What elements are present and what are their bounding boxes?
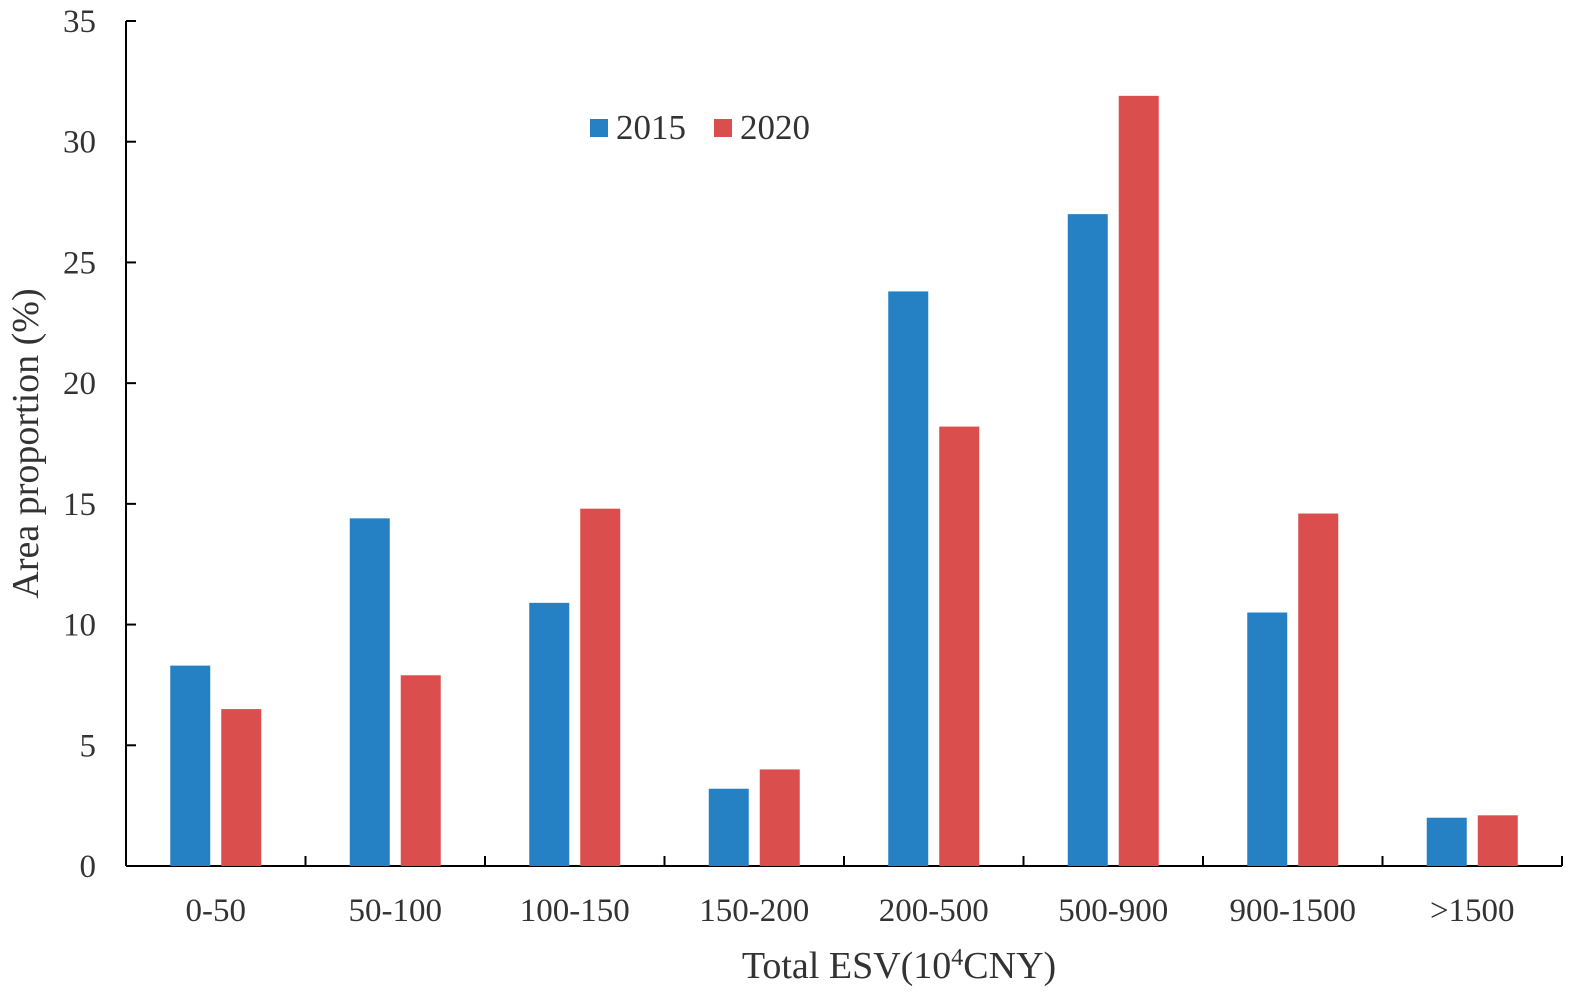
legend-swatch-2020 bbox=[714, 119, 732, 137]
bar-2015-200-500 bbox=[888, 291, 929, 866]
x-ticks: 0-50 50-100 100-150 150-200 200-500 500-900 90… bbox=[125, 856, 1563, 929]
y-axis-title: Area proportion (%) bbox=[5, 288, 47, 598]
bar-2015-500-900 bbox=[1067, 214, 1108, 867]
x-tick-label: 200-500 bbox=[879, 893, 989, 929]
bar-2015->1500 bbox=[1426, 817, 1467, 866]
bar-2015-150-200 bbox=[708, 788, 749, 866]
x-tick-label: 0-50 bbox=[186, 893, 247, 929]
bar-2015-100-150 bbox=[529, 602, 570, 866]
legend-swatch-2015 bbox=[590, 119, 608, 137]
y-tick-label: 30 bbox=[63, 125, 96, 161]
y-tick-label: 0 bbox=[80, 849, 97, 885]
bar-2020-50-100 bbox=[400, 675, 441, 866]
y-ticks: 0 5 10 15 20 25 30 35 bbox=[63, 4, 136, 885]
y-tick-label: 10 bbox=[63, 608, 96, 644]
x-tick-label: >1500 bbox=[1430, 893, 1515, 929]
bars bbox=[170, 95, 1518, 867]
legend-label-2020: 2020 bbox=[740, 108, 810, 147]
bar-2020-200-500 bbox=[939, 426, 980, 866]
bar-2020->1500 bbox=[1477, 815, 1518, 866]
x-axis-title-suffix: CNY) bbox=[963, 945, 1056, 987]
x-tick-label: 900-1500 bbox=[1230, 893, 1357, 929]
y-tick-label: 20 bbox=[63, 366, 96, 402]
bar-2020-150-200 bbox=[759, 769, 800, 866]
y-tick-label: 15 bbox=[63, 487, 96, 523]
x-tick-label: 500-900 bbox=[1058, 893, 1168, 929]
x-axis-title-superscript: 4 bbox=[951, 945, 963, 971]
bar-2015-0-50 bbox=[170, 665, 211, 866]
legend: 2015 2020 bbox=[590, 108, 810, 147]
y-tick-label: 25 bbox=[63, 245, 96, 281]
bar-2020-900-1500 bbox=[1298, 513, 1339, 866]
x-tick-label: 150-200 bbox=[699, 893, 809, 929]
bar-2015-50-100 bbox=[349, 518, 390, 866]
legend-label-2015: 2015 bbox=[616, 108, 686, 147]
x-tick-label: 100-150 bbox=[520, 893, 630, 929]
bar-2020-0-50 bbox=[221, 709, 262, 866]
y-tick-label: 5 bbox=[80, 728, 97, 764]
bar-2020-500-900 bbox=[1118, 95, 1159, 867]
x-tick-label: 50-100 bbox=[349, 893, 443, 929]
bar-2020-100-150 bbox=[580, 508, 621, 866]
x-axis-title-main: Total ESV(10 bbox=[742, 945, 951, 987]
x-axis-title: Total ESV(104CNY) bbox=[742, 945, 1056, 987]
axes bbox=[125, 21, 1562, 867]
bar-2015-900-1500 bbox=[1247, 612, 1288, 866]
y-tick-label: 35 bbox=[63, 4, 96, 40]
